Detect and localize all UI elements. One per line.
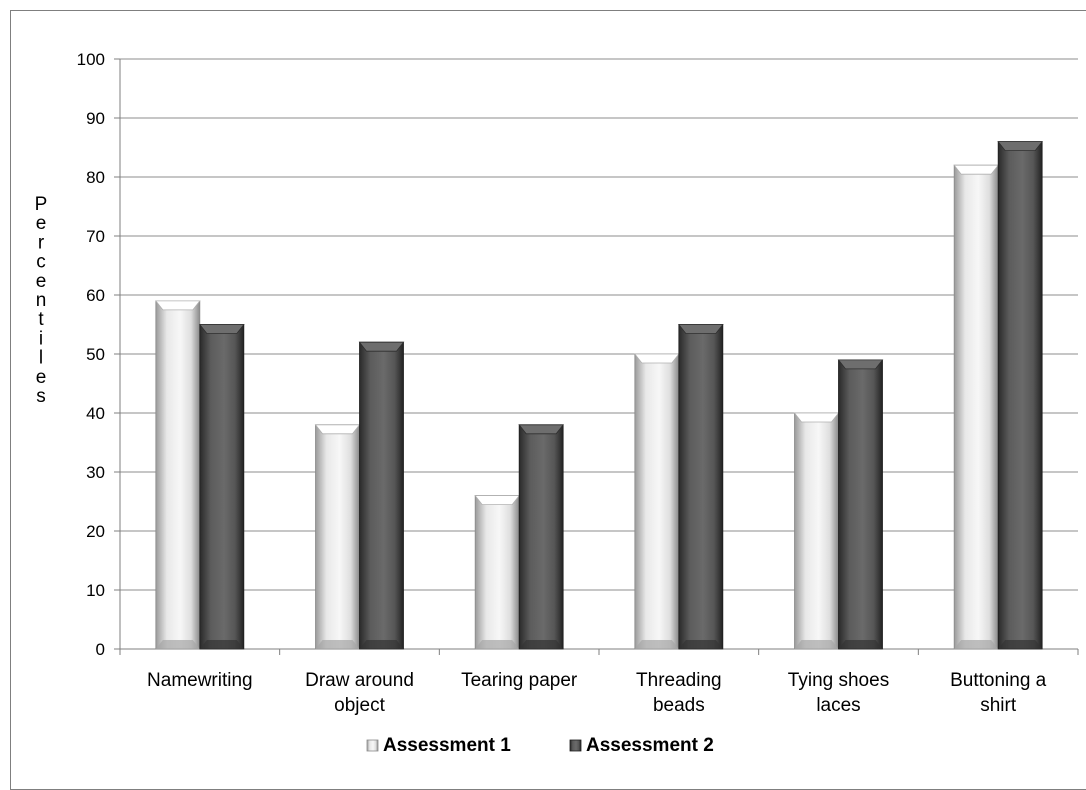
bar-cap-2-3 <box>678 324 724 334</box>
bar-base-1-1 <box>315 640 360 649</box>
legend-swatch <box>366 739 379 752</box>
y-axis-label-letter: l <box>39 348 43 369</box>
bar-base-1-2 <box>475 640 520 649</box>
bar-base-1-4 <box>794 640 839 649</box>
bar-1-4 <box>794 412 839 650</box>
bar-1-5 <box>953 164 999 650</box>
y-axis-label-letter: c <box>36 252 46 273</box>
bar-1-2 <box>474 495 520 650</box>
bar-cap-2-1 <box>358 341 405 352</box>
x-category-label: Buttoning a <box>950 670 1047 691</box>
y-axis-label-letter: i <box>39 328 43 349</box>
y-tick-label: 90 <box>86 109 105 128</box>
y-axis-label-letter: e <box>36 271 47 292</box>
x-category-label: beads <box>653 695 705 716</box>
y-tick-label: 80 <box>86 168 105 187</box>
y-tick-label: 0 <box>96 640 105 659</box>
bar-cap-1-2 <box>474 495 520 506</box>
bar-base-1-0 <box>155 640 200 649</box>
bar-2-1 <box>359 341 404 650</box>
bar-cap-1-5 <box>953 164 999 175</box>
y-axis-label-letter: e <box>36 367 47 388</box>
bar-1-0 <box>155 300 201 650</box>
bar-base-1-3 <box>634 640 679 649</box>
y-tick-label: 100 <box>77 50 105 69</box>
y-tick-label: 70 <box>86 227 105 246</box>
bar-base-2-0 <box>199 640 244 649</box>
x-category-label: object <box>334 695 385 716</box>
y-tick-label: 60 <box>86 286 105 305</box>
bar-1-3 <box>634 353 680 650</box>
x-category-label: Tying shoes <box>788 670 889 691</box>
bar-cap-1-4 <box>793 412 840 423</box>
x-category-label: Threading <box>636 670 722 691</box>
x-category-label: Tearing paper <box>461 670 578 691</box>
legend-label: Assessment 1 <box>383 735 511 756</box>
legend-label: Assessment 2 <box>586 735 714 756</box>
bar-2-5 <box>997 141 1043 650</box>
bar-chart: 0102030405060708090100PercentilesNamewri… <box>35 50 1079 756</box>
bar-cap-2-0 <box>199 324 245 334</box>
bar-base-2-1 <box>359 640 404 649</box>
legend-swatch <box>569 739 582 752</box>
bar-cap-1-1 <box>314 424 361 435</box>
y-axis-label-letter: t <box>38 309 44 330</box>
y-axis-label-letter: s <box>36 386 46 407</box>
bar-2-0 <box>199 324 245 650</box>
y-axis-label-letter: r <box>38 232 45 253</box>
y-tick-label: 40 <box>86 404 105 423</box>
x-category-label: Draw around <box>305 670 414 691</box>
gridlines <box>120 58 1078 591</box>
y-axis-label-letter: P <box>35 194 48 215</box>
bar-base-2-4 <box>838 640 883 649</box>
y-tick-label: 10 <box>86 581 105 600</box>
y-axis-label-letter: e <box>36 213 47 234</box>
bar-cap-2-2 <box>518 424 564 435</box>
bar-base-2-5 <box>998 640 1043 649</box>
y-tick-label: 30 <box>86 463 105 482</box>
y-axis-label-letter: n <box>36 290 47 311</box>
axes <box>114 58 1079 655</box>
bar-cap-1-3 <box>634 353 680 364</box>
bar-base-1-5 <box>954 640 999 649</box>
bar-cap-1-0 <box>155 300 201 311</box>
legend: Assessment 1 Assessment 2 <box>366 735 714 756</box>
x-category-label: laces <box>816 695 860 716</box>
bar-2-3 <box>678 324 724 650</box>
bars <box>155 141 1043 650</box>
x-category-label: Namewriting <box>147 670 253 691</box>
bar-2-2 <box>518 424 564 650</box>
labels: 0102030405060708090100PercentilesNamewri… <box>35 50 1047 716</box>
bar-base-2-2 <box>519 640 564 649</box>
bar-cap-2-4 <box>837 359 884 370</box>
y-tick-label: 50 <box>86 345 105 364</box>
bar-cap-2-5 <box>997 141 1043 152</box>
bar-2-4 <box>838 359 883 650</box>
bar-base-2-3 <box>678 640 723 649</box>
bar-1-1 <box>315 424 360 650</box>
y-tick-label: 20 <box>86 522 105 541</box>
x-category-label: shirt <box>980 695 1017 716</box>
